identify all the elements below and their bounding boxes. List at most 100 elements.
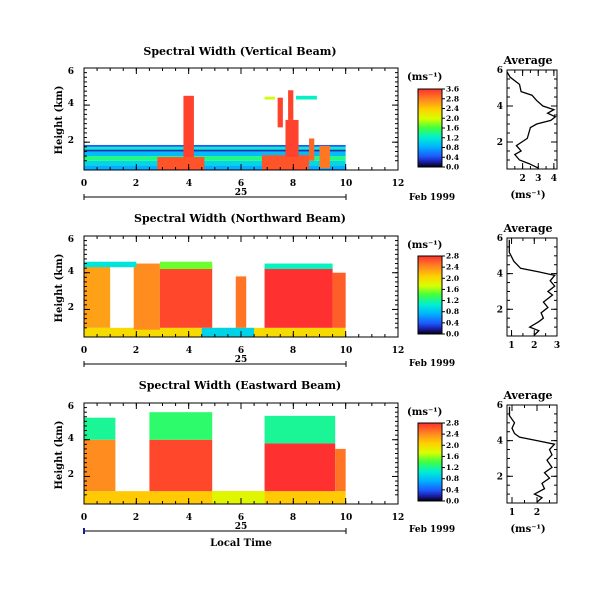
average-plot: 1 2 3 2 4 6: [497, 234, 560, 351]
average-y-tick-label: 6: [497, 234, 503, 244]
x-tick-label: 2: [133, 513, 139, 523]
y-axis-label: Height (km): [54, 86, 65, 155]
heatmap-cell: [264, 415, 336, 444]
colorbar-tick-label: 1.6: [446, 285, 459, 294]
x-tick-labels: 0 2 4 6 8 10 12: [81, 346, 404, 356]
colorbar-tick-label: 1.2: [446, 296, 459, 305]
average-x-tick-label: 4: [551, 174, 557, 184]
y-tick-label: 2: [68, 470, 74, 480]
average-x-label: (ms⁻¹): [510, 524, 545, 535]
x-tick-label: 0: [81, 513, 87, 523]
colorbar-ticks: 0.0 0.4 0.8 1.2 1.6 2.0 2.4 2.8: [442, 419, 459, 506]
heatmap-cell: [84, 151, 346, 157]
plot-frame: [506, 69, 558, 170]
average-plot: 1 2 2 4 6: [497, 401, 558, 518]
heatmap-plot: [83, 67, 399, 171]
heatmap-cell: [201, 327, 255, 337]
average-y-tick-label: 4: [497, 437, 503, 447]
heatmap-cell: [319, 145, 330, 169]
heatmap-cell: [84, 417, 116, 440]
colorbar-tick-label: 0.8: [446, 307, 459, 316]
x-tick-label: 12: [392, 346, 405, 356]
average-x-tick-label: 2: [534, 508, 540, 518]
heatmap-cell: [332, 272, 346, 328]
x-tick-label: 6: [238, 346, 244, 356]
heatmap-cell: [149, 412, 213, 440]
colorbar-tick-label: 1.6: [446, 452, 459, 461]
heatmap-cell: [84, 144, 346, 147]
date-day-label: 25: [235, 522, 248, 532]
x-tick-label: 10: [340, 346, 353, 356]
heatmap-cell: [159, 267, 213, 328]
heatmap-cell: [183, 95, 194, 158]
x-tick-label: 12: [392, 179, 405, 189]
heatmap-cell: [149, 439, 213, 492]
x-tick-label: 8: [290, 179, 296, 189]
average-profile-line: [508, 406, 556, 503]
y-tick-label: 4: [68, 434, 74, 444]
y-axis-label: Height (km): [54, 421, 65, 490]
x-tick-label: 10: [340, 179, 353, 189]
average-y-tick-label: 2: [497, 472, 503, 482]
heatmap-cell: [84, 439, 116, 492]
heatmap-cell: [264, 267, 333, 328]
average-x-tick-label: 1: [508, 341, 514, 351]
average-title: Average: [502, 54, 552, 67]
average-y-tick-label: 6: [497, 66, 503, 76]
average-x-tick-label: 1: [509, 508, 515, 518]
colorbar-tick-label: 3.6: [446, 85, 459, 94]
y-tick-labels: 2 4 6: [68, 235, 74, 313]
x-tick-label: 0: [81, 179, 87, 189]
colorbar-unit: (ms⁻¹): [407, 407, 442, 418]
heatmap-cell: [285, 119, 299, 158]
date-day-label: 25: [235, 355, 248, 365]
colorbar-tick-label: 2.0: [446, 274, 459, 283]
y-tick-labels: 2 4 6: [68, 67, 74, 146]
chart-title: Spectral Width (Vertical Beam): [143, 45, 336, 58]
average-x-tick-label: 2: [519, 174, 525, 184]
y-axis-label: Height (km): [54, 254, 65, 323]
heatmap-cell: [309, 138, 315, 161]
x-tick-label: 2: [133, 179, 139, 189]
colorbar-unit: (ms⁻¹): [407, 240, 442, 251]
average-y-tick-label: 4: [497, 102, 503, 112]
average-profile-line: [508, 239, 556, 336]
y-tick-label: 6: [68, 402, 74, 412]
heatmap-cell: [212, 491, 265, 504]
heatmap-cell: [159, 261, 213, 270]
colorbar-tick-label: 2.4: [446, 104, 459, 113]
colorbar-tick-label: 0.4: [446, 318, 459, 327]
y-tick-label: 2: [68, 303, 74, 313]
x-tick-label: 8: [290, 513, 296, 523]
y-tick-label: 2: [68, 136, 74, 146]
y-tick-label: 6: [68, 67, 74, 77]
heatmap-cell: [84, 261, 137, 268]
colorbar-tick-label: 2.8: [446, 252, 459, 261]
average-x-tick-label: 2: [531, 341, 537, 351]
date-month-year: Feb 1999: [409, 193, 455, 203]
x-tick-labels: 0 2 4 6 8 10 12: [81, 513, 404, 523]
heatmap-cell: [295, 95, 317, 100]
heatmap-cell: [84, 263, 111, 328]
colorbar-tick-label: 0.4: [446, 485, 459, 494]
colorbar-tick-label: 2.4: [446, 430, 459, 439]
plot-frame: [506, 404, 558, 504]
x-tick-label: 2: [133, 346, 139, 356]
heatmap-cell: [288, 90, 294, 120]
heatmap-cell: [264, 263, 333, 270]
chart-title: Spectral Width (Northward Beam): [134, 212, 346, 225]
heatmap-plot: [83, 402, 399, 505]
average-x-tick-label: 3: [535, 174, 541, 184]
average-y-tick-label: 4: [497, 270, 503, 280]
x-axis-label: Local Time: [210, 538, 272, 549]
colorbar: [417, 88, 443, 168]
x-tick-label: 4: [186, 346, 192, 356]
x-tick-label: 0: [81, 346, 87, 356]
colorbar-tick-label: 0.4: [446, 153, 459, 162]
colorbar-tick-label: 2.4: [446, 263, 459, 272]
y-tick-labels: 2 4 6: [68, 402, 74, 480]
x-tick-label: 12: [392, 513, 405, 523]
heatmap-cell: [264, 96, 276, 100]
